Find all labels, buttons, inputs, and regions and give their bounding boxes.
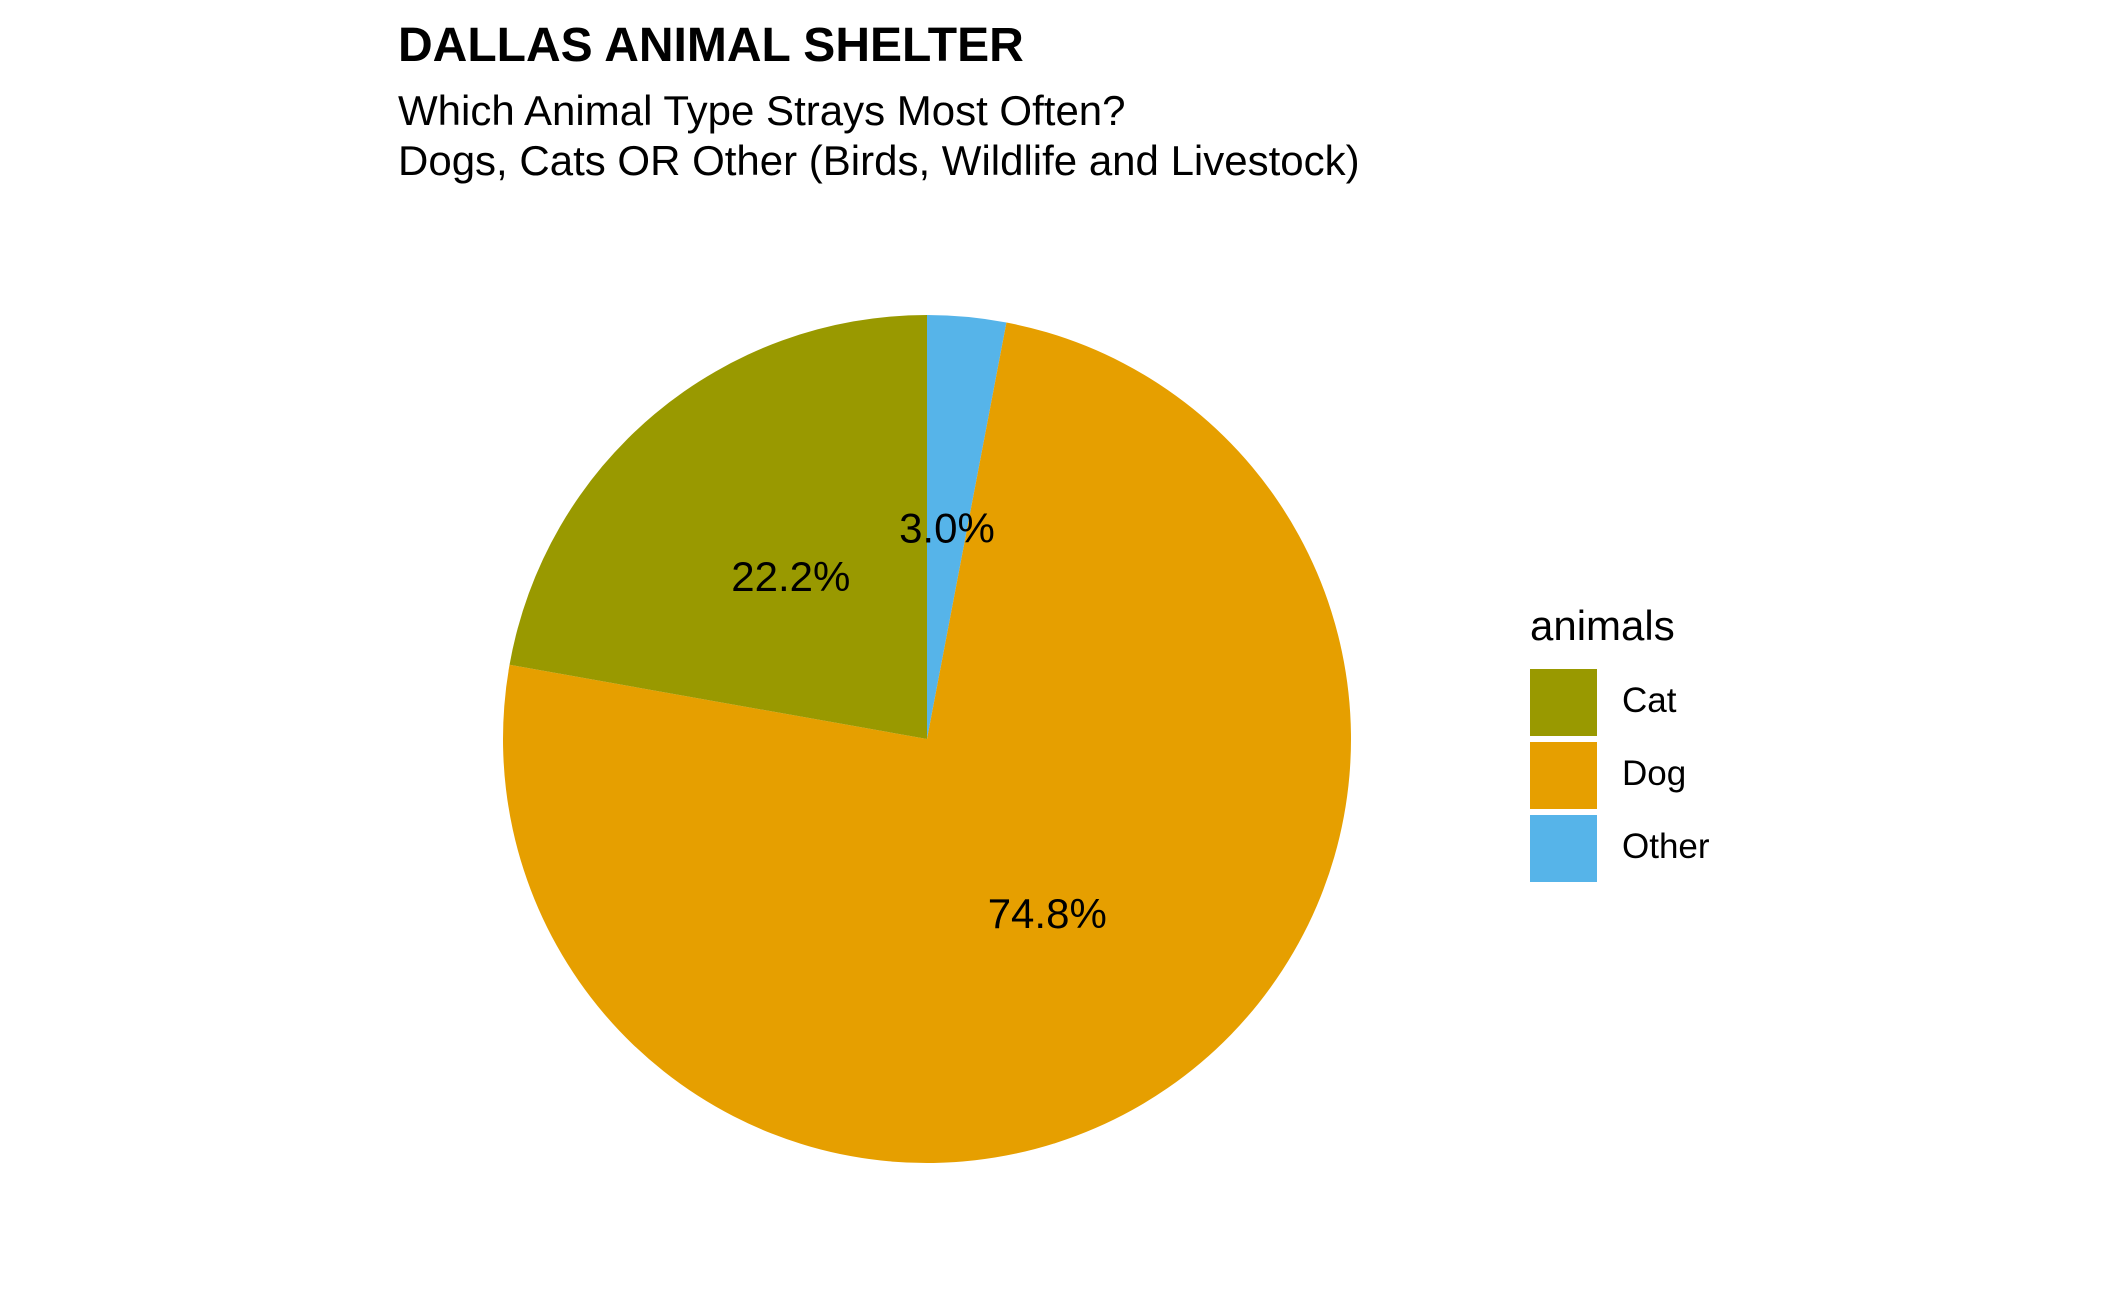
slice-label-cat: 22.2%	[731, 553, 850, 600]
legend-item-other: Other	[1530, 810, 1710, 883]
pie-slice-dog	[502, 322, 1351, 1163]
pie-slice-other	[927, 315, 1007, 739]
legend-label-cat: Cat	[1622, 680, 1677, 720]
legend-item-cat: Cat	[1530, 664, 1710, 737]
slice-label-other: 3.0%	[899, 504, 995, 551]
pie-slice-cat	[509, 315, 927, 739]
legend-item-dog: Dog	[1530, 737, 1710, 810]
chart-subtitle-line-1: Which Animal Type Strays Most Often?	[398, 87, 1126, 134]
slice-label-dog: 74.8%	[988, 890, 1107, 937]
legend-label-other: Other	[1622, 826, 1710, 866]
legend-label-dog: Dog	[1622, 753, 1687, 793]
legend-title: animals	[1530, 602, 1675, 649]
legend: animals Cat Dog Other	[1530, 596, 1710, 883]
legend-key-cat	[1530, 668, 1597, 736]
chart-subtitle-line-2: Dogs, Cats OR Other (Birds, Wildlife and…	[398, 137, 1360, 184]
legend-key-dog	[1530, 741, 1597, 809]
chart-title: DALLAS ANIMAL SHELTER	[398, 19, 1024, 72]
legend-key-other	[1530, 814, 1597, 882]
